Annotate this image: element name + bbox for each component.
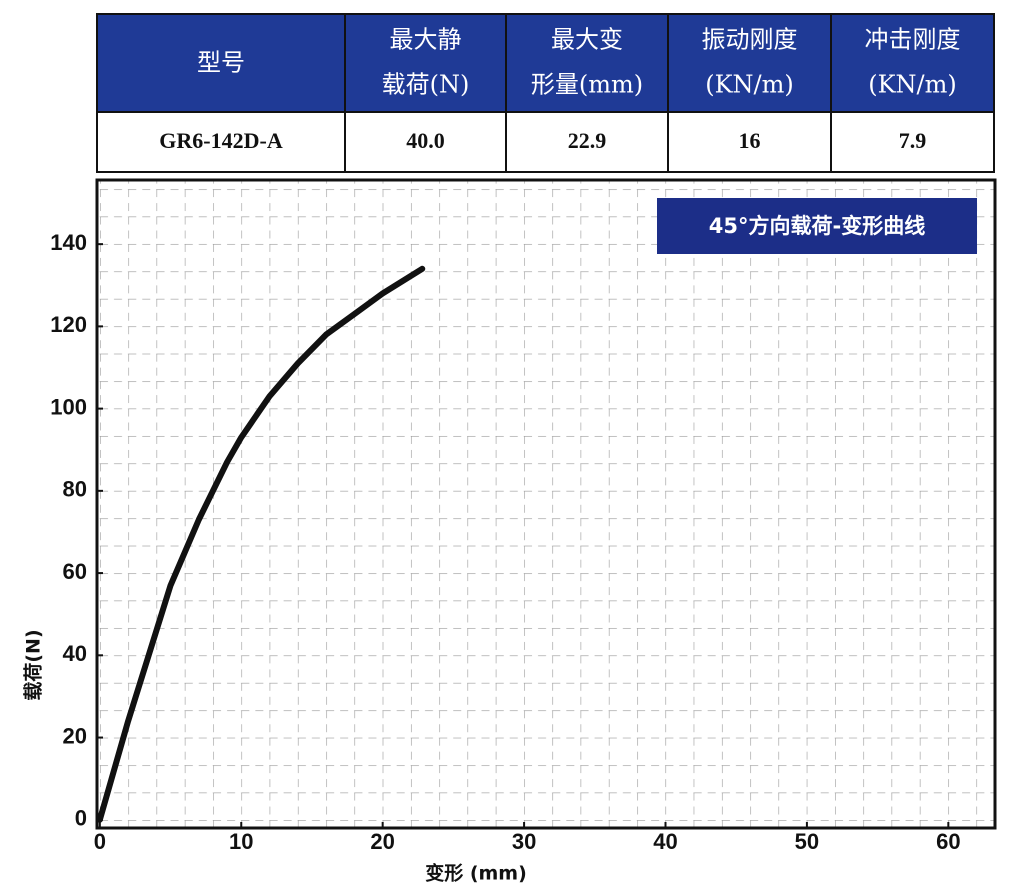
header-cell: (KN/m) bbox=[705, 71, 794, 99]
x-axis-label: 变形 (mm) bbox=[425, 862, 527, 885]
header-cell: (KN/m) bbox=[868, 71, 957, 99]
y-tick-label: 80 bbox=[63, 477, 87, 502]
y-tick-label: 40 bbox=[63, 641, 87, 666]
x-tick-label: 50 bbox=[795, 829, 819, 854]
header-cell: 形量(mm) bbox=[531, 71, 643, 99]
cell: 40.0 bbox=[406, 128, 445, 153]
y-tick-label: 140 bbox=[50, 230, 87, 255]
header-cell: 最大静 bbox=[390, 26, 462, 54]
x-tick-label: 20 bbox=[370, 829, 394, 854]
title-box bbox=[657, 198, 977, 254]
curve bbox=[96, 265, 426, 823]
chart-title: 45°方向载荷-变形曲线 bbox=[709, 214, 925, 238]
x-tick-label: 10 bbox=[229, 829, 253, 854]
header-cell: 型号 bbox=[197, 49, 245, 77]
header-cell: 冲击刚度 bbox=[865, 26, 961, 54]
plot-grid bbox=[97, 180, 995, 828]
cell: GR6-142D-A bbox=[159, 128, 283, 153]
y-tick-label: 60 bbox=[63, 559, 87, 584]
y-axis-label: 载荷(N) bbox=[22, 629, 45, 700]
x-tick-label: 30 bbox=[512, 829, 536, 854]
plot-frame bbox=[95, 178, 997, 830]
cell: 22.9 bbox=[568, 128, 607, 153]
chart: 0 10 20 30 40 50 60 0 20 40 60 80 100 120 140 bbox=[50, 230, 960, 854]
header-bg bbox=[97, 14, 994, 112]
header-cell: 载荷(N) bbox=[382, 71, 470, 99]
header-cell: 最大变 bbox=[551, 26, 623, 54]
y-tick-label: 20 bbox=[63, 723, 87, 748]
y-tick-label: 100 bbox=[50, 394, 87, 419]
y-tick-label: 0 bbox=[75, 806, 87, 831]
header-cell: 振动刚度 bbox=[702, 26, 798, 54]
x-tick-label: 0 bbox=[94, 829, 106, 854]
x-tick-label: 60 bbox=[936, 829, 960, 854]
y-tick-label: 120 bbox=[50, 312, 87, 337]
table-border bbox=[96, 13, 995, 173]
x-tick-label: 40 bbox=[653, 829, 677, 854]
cell: 7.9 bbox=[899, 128, 927, 153]
cell: 16 bbox=[739, 128, 761, 153]
